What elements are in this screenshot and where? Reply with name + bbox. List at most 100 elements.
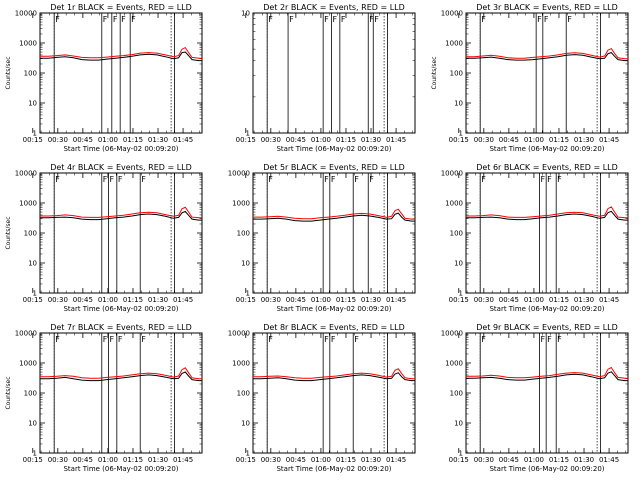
x-tick-label: 01:15: [123, 296, 143, 304]
x-tick-label: 00:30: [48, 136, 68, 144]
y-tick-label: 10: [241, 420, 250, 428]
x-tick-label: 01:30: [361, 136, 381, 144]
y-tick-label: 10: [28, 100, 37, 108]
flag-letter: F: [103, 335, 108, 344]
y-tick-label: 1: [246, 130, 250, 138]
panel-grid: Det 1r BLACK = Events, RED = LLD Counts/s…: [5, 3, 629, 473]
x-tick-label: 01:00: [98, 456, 118, 464]
y-tick-label: 1000: [445, 200, 463, 208]
flag-letter: F: [354, 175, 359, 184]
series-line-lld: [253, 368, 415, 380]
y-tick-label: 100: [450, 230, 463, 238]
x-tick-label: 01:15: [336, 296, 356, 304]
y-tick-label: 1: [459, 130, 463, 138]
flag-letter: F: [341, 15, 346, 24]
flag-letter: F: [374, 15, 379, 24]
y-tick-label: 1000: [19, 40, 37, 48]
flag-letter: F: [557, 335, 562, 344]
chart-panel-5: Det 5r BLACK = Events, RED = LLD 1 10 100 10…: [228, 163, 416, 313]
series-line-lld: [466, 366, 628, 379]
y-tick-label: 1000: [445, 360, 463, 368]
x-tick-label: 01:00: [524, 136, 544, 144]
y-tick-label: 1000: [232, 360, 250, 368]
x-tick-label: 01:45: [386, 136, 406, 144]
flag-letter: F: [369, 15, 374, 24]
series-line-events: [253, 372, 415, 382]
y-tick-label: 10: [28, 260, 37, 268]
x-tick-label: 01:15: [549, 456, 569, 464]
x-tick-label: 00:45: [286, 296, 306, 304]
panel-title: Det 5r BLACK = Events, RED = LLD: [263, 163, 405, 172]
plot-frame: [252, 12, 416, 134]
flag-letter: F: [369, 175, 374, 184]
x-tick-label: 01:00: [311, 296, 331, 304]
y-tick-label: 1: [246, 290, 250, 298]
x-tick-label: 01:45: [173, 456, 193, 464]
x-tick-label: 00:30: [474, 136, 494, 144]
x-tick-label: 00:45: [73, 296, 93, 304]
x-axis-label: Start Time (06-May-02 00:09:20): [489, 465, 604, 473]
panel-title: Det 8r BLACK = Events, RED = LLD: [263, 323, 405, 332]
x-tick-label: 01:45: [599, 456, 619, 464]
panel-title: Det 7r BLACK = Events, RED = LLD: [50, 323, 192, 332]
y-axis-label: Counts/sec: [5, 216, 12, 249]
flag-letter: F: [540, 335, 545, 344]
x-tick-label: 01:30: [148, 456, 168, 464]
y-tick-label: 1000: [19, 200, 37, 208]
y-tick-label: 1000: [232, 200, 250, 208]
x-tick-label: 00:45: [499, 296, 519, 304]
x-tick-label: 00:15: [236, 296, 256, 304]
flag-letter: F: [131, 15, 136, 24]
flag-letter: F: [324, 335, 329, 344]
x-tick-label: 00:45: [499, 456, 519, 464]
series-line-lld: [40, 206, 202, 219]
y-tick-label: 1: [33, 290, 37, 298]
y-axis-label: Counts/sec: [5, 376, 12, 409]
flag-letter: F: [118, 335, 123, 344]
x-tick-label: 00:45: [73, 136, 93, 144]
flag-letter: F: [141, 335, 146, 344]
x-tick-label: 00:30: [48, 296, 68, 304]
chart-panel-2: Det 2r BLACK = Events, RED = LLD11000:15…: [236, 3, 416, 153]
x-tick-label: 01:30: [361, 456, 381, 464]
x-tick-label: 00:45: [73, 456, 93, 464]
series-line-events: [466, 210, 628, 221]
chart-panel-4: Det 4r BLACK = Events, RED = LLD Counts/s…: [5, 163, 203, 313]
chart-panel-9: Det 9r BLACK = Events, RED = LLD 1 10 100 10…: [441, 323, 629, 473]
y-tick-label: 100: [237, 230, 250, 238]
y-tick-label: 10000: [228, 170, 250, 178]
flag-letter: F: [268, 175, 273, 184]
x-tick-label: 00:45: [286, 456, 306, 464]
flag-letter: F: [481, 335, 486, 344]
series-line-lld: [40, 367, 202, 380]
y-tick-label: 1: [33, 130, 37, 138]
flag-letter: F: [121, 15, 126, 24]
series-line-lld: [466, 47, 628, 60]
x-tick-label: 01:30: [148, 296, 168, 304]
flag-letter: F: [141, 175, 146, 184]
flag-letter: F: [118, 175, 123, 184]
flag-letter: F: [557, 175, 562, 184]
x-axis-label: Start Time (06-May-02 00:09:20): [276, 305, 391, 313]
x-tick-label: 00:30: [48, 456, 68, 464]
y-tick-label: 1: [33, 450, 37, 458]
y-tick-label: 10000: [441, 170, 463, 178]
series-line-events: [40, 210, 202, 221]
x-tick-label: 00:30: [261, 296, 281, 304]
x-tick-label: 01:45: [386, 296, 406, 304]
y-axis-label: Counts/sec: [431, 56, 438, 89]
series-line-events: [253, 212, 415, 222]
x-tick-label: 01:15: [123, 136, 143, 144]
panel-title: Det 4r BLACK = Events, RED = LLD: [50, 163, 192, 172]
y-tick-label: 10: [454, 420, 463, 428]
flag-letter: F: [481, 175, 486, 184]
x-tick-label: 01:45: [173, 296, 193, 304]
x-tick-label: 00:15: [23, 296, 43, 304]
x-tick-label: 00:15: [23, 136, 43, 144]
x-tick-label: 01:30: [574, 296, 594, 304]
flag-letter: F: [354, 335, 359, 344]
x-tick-label: 00:30: [261, 136, 281, 144]
series-line-lld: [40, 46, 202, 59]
